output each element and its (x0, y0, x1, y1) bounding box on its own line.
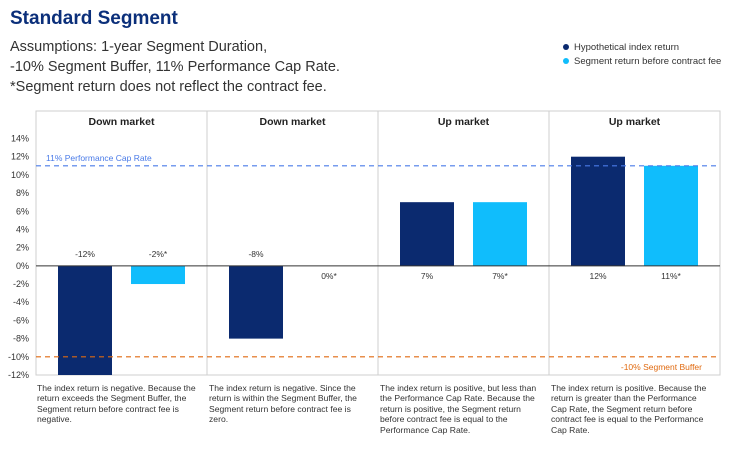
y-tick-label: -10% (8, 352, 29, 362)
note-up-market-1: The index return is positive, but less t… (380, 383, 537, 435)
data-label: -12% (75, 249, 95, 259)
category-header: Up market (609, 116, 661, 128)
legend-item-segment: Segment return before contract fee (563, 54, 721, 68)
bar-segment (473, 202, 527, 266)
legend-item-index: Hypothetical index return (563, 40, 721, 54)
data-label: 11%* (661, 271, 681, 281)
y-tick-label: 6% (16, 206, 29, 216)
assumption-line-1: Assumptions: 1-year Segment Duration, (10, 39, 268, 55)
note-up-market-2: The index return is positive. Because th… (551, 383, 707, 435)
y-tick-label: -12% (8, 370, 29, 380)
note-down-market-1: The index return is negative. Because th… (37, 383, 196, 425)
assumption-line-3: *Segment return does not reflect the con… (10, 79, 327, 95)
y-tick-label: 12% (11, 152, 29, 162)
bar-index (571, 156, 625, 266)
y-tick-label: 2% (16, 243, 29, 253)
legend-label-index: Hypothetical index return (574, 41, 680, 53)
y-tick-label: 14% (11, 134, 29, 144)
buffer-label: -10% Segment Buffer (621, 362, 702, 372)
data-label: 7% (421, 271, 434, 281)
legend-label-segment: Segment return before contract fee (574, 55, 722, 67)
assumption-line-2: -10% Segment Buffer, 11% Performance Cap… (10, 59, 340, 75)
category-header: Down market (89, 116, 155, 128)
y-tick-label: 0% (16, 261, 29, 271)
bar-segment (131, 265, 185, 285)
bar-index (229, 265, 283, 339)
cap-rate-label: 11% Performance Cap Rate (46, 153, 152, 163)
category-header: Down market (260, 116, 326, 128)
legend-dot-index (563, 44, 569, 50)
data-label: 12% (589, 271, 606, 281)
category-header: Up market (438, 116, 490, 128)
bar-segment (644, 165, 698, 266)
note-down-market-2: The index return is negative. Since the … (209, 383, 357, 425)
y-tick-label: -8% (13, 334, 29, 344)
bar-index (58, 265, 112, 375)
y-tick-label: 8% (16, 188, 29, 198)
y-tick-label: 4% (16, 224, 29, 234)
bar-index (400, 202, 454, 266)
data-label: 7%* (492, 271, 508, 281)
data-label: 0%* (321, 271, 337, 281)
y-tick-label: -6% (13, 315, 29, 325)
chart-legend: Hypothetical index return Segment return… (563, 40, 721, 68)
data-label: -2%* (149, 249, 168, 259)
legend-dot-segment (563, 58, 569, 64)
data-label: -8% (248, 249, 264, 259)
y-tick-label: 10% (11, 170, 29, 180)
page-title: Standard Segment (10, 8, 178, 29)
y-tick-label: -4% (13, 297, 29, 307)
y-tick-label: -2% (13, 279, 29, 289)
